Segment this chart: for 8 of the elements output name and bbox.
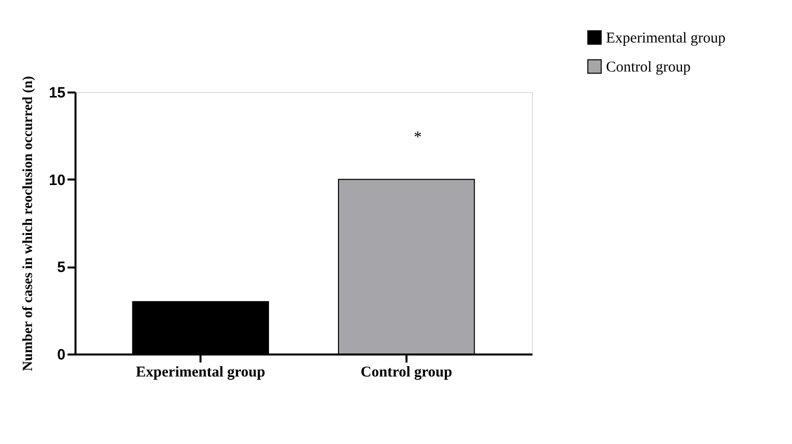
y-tick-label: 15 — [48, 84, 66, 102]
legend-label: Experimental group — [606, 30, 726, 46]
legend-label: Control group — [606, 60, 691, 76]
y-tick-label: 10 — [48, 172, 66, 189]
y-axis-title: Number of cases in which reoclusion occurred (n) — [20, 76, 36, 372]
y-tick-label: 5 — [57, 259, 66, 276]
annotation: * — [414, 129, 422, 146]
y-tick-label: 0 — [57, 346, 66, 364]
